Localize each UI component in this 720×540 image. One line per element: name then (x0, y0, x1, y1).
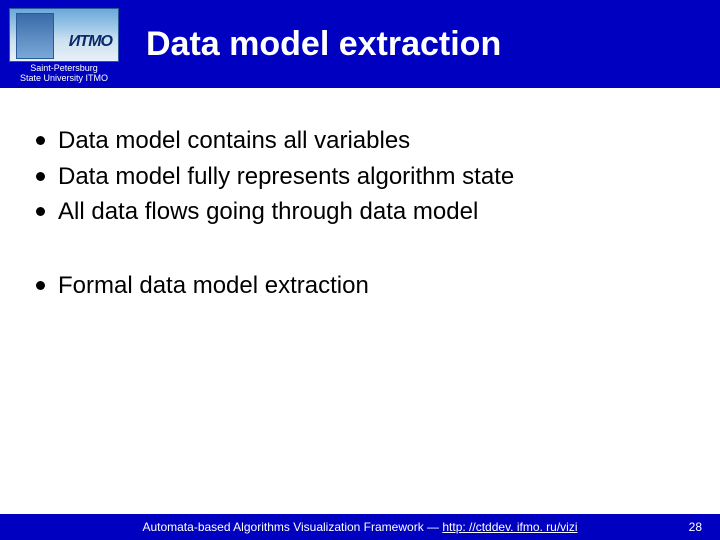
bullet-group-2: Formal data model extraction (30, 269, 690, 303)
header-bar: ИТМО Saint-Petersburg State University I… (0, 0, 720, 88)
page-number: 28 (689, 520, 702, 534)
logo-caption-line1: Saint-Petersburg (30, 63, 98, 73)
logo-wordmark: ИТМО (69, 33, 112, 51)
bullet-item: All data flows going through data model (30, 195, 690, 229)
logo-block: ИТМО Saint-Petersburg State University I… (0, 0, 128, 88)
bullet-group-1: Data model contains all variables Data m… (30, 124, 690, 229)
footer-prefix: Automata-based Algorithms Visualization … (142, 520, 442, 534)
bullet-item: Data model contains all variables (30, 124, 690, 158)
title-wrap: Data model extraction (128, 0, 720, 88)
footer-bar: Automata-based Algorithms Visualization … (0, 514, 720, 540)
university-logo: ИТМО (9, 8, 119, 62)
footer-text: Automata-based Algorithms Visualization … (142, 520, 577, 534)
footer-link[interactable]: http: //ctddev. ifmo. ru/vizi (442, 520, 577, 534)
bullet-item: Data model fully represents algorithm st… (30, 160, 690, 194)
bullet-item: Formal data model extraction (30, 269, 690, 303)
logo-caption-line2: State University ITMO (20, 73, 108, 83)
slide-body: Data model contains all variables Data m… (0, 88, 720, 302)
logo-caption: Saint-Petersburg State University ITMO (20, 64, 108, 84)
slide-title: Data model extraction (146, 25, 501, 64)
